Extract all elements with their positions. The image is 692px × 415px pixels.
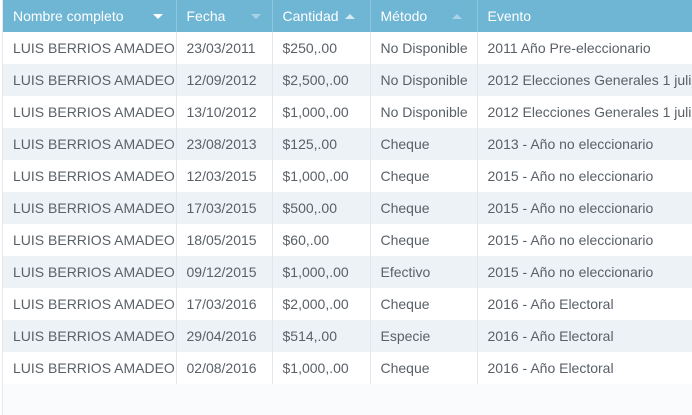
cell-metodo: Efectivo — [370, 256, 478, 288]
cell-evento: 2016 - Año Electoral — [487, 360, 614, 376]
cell-nombre: LUIS BERRIOS AMADEO — [3, 192, 177, 224]
sort-desc-icon[interactable] — [153, 0, 163, 32]
column-header-label: Cantidad — [282, 8, 339, 24]
cell-evento: 2013 - Año no eleccionario — [487, 136, 654, 152]
cell-fecha: 12/09/2012 — [176, 64, 273, 96]
table-row[interactable]: LUIS BERRIOS AMADEO 17/03/2015 $500,.00 Che… — [3, 192, 692, 224]
column-header-label: Método — [380, 8, 428, 24]
column-header-label: Evento — [487, 8, 532, 24]
cell-nombre: LUIS BERRIOS AMADEO — [3, 224, 177, 256]
cell-nombre: LUIS BERRIOS AMADEO — [3, 64, 177, 96]
table-row[interactable]: LUIS BERRIOS AMADEO 02/08/2016 $1,000,.00 C… — [3, 352, 692, 384]
column-header-label: Nombre completo — [13, 8, 124, 24]
cell-metodo: Cheque — [370, 128, 478, 160]
cell-fecha: 23/03/2011 — [176, 32, 273, 64]
cell-cantidad: $500,.00 — [272, 192, 371, 224]
column-header-evento[interactable]: Evento — [477, 0, 692, 32]
cell-metodo: No Disponible — [370, 96, 478, 128]
table-row[interactable]: LUIS BERRIOS AMADEO 09/12/2015 $1,000,.00 E… — [3, 256, 692, 288]
cell-metodo: Cheque — [370, 192, 478, 224]
cell-fecha: 17/03/2015 — [176, 192, 273, 224]
cell-nombre: LUIS BERRIOS AMADEO — [3, 256, 177, 288]
column-header-cantidad[interactable]: Cantidad — [272, 0, 371, 32]
cell-evento: 2015 - Año no eleccionario — [487, 200, 654, 216]
cell-fecha: 12/03/2015 — [176, 160, 273, 192]
sort-desc-icon[interactable] — [250, 0, 261, 32]
table-row[interactable]: LUIS BERRIOS AMADEO 12/09/2012 $2,500,.00 N… — [3, 64, 692, 96]
cell-metodo: Cheque — [370, 352, 478, 384]
cell-evento: 2012 Elecciones Generales 1 julio — [487, 72, 692, 88]
donations-table: Nombre completo Fecha Cantidad Método Ev… — [3, 0, 692, 384]
table-row[interactable]: LUIS BERRIOS AMADEO 18/05/2015 $60,.00 Cheq… — [3, 224, 692, 256]
table-header: Nombre completo Fecha Cantidad Método Ev… — [3, 0, 692, 32]
cell-metodo: Especie — [370, 320, 478, 352]
cell-nombre: LUIS BERRIOS AMADEO — [3, 352, 177, 384]
column-header-metodo[interactable]: Método — [370, 0, 478, 32]
cell-cantidad: $1,000,.00 — [272, 256, 371, 288]
cell-cantidad: $250,.00 — [272, 32, 371, 64]
cell-evento: 2011 Año Pre-eleccionario — [487, 40, 651, 56]
cell-metodo: Cheque — [370, 288, 478, 320]
cell-cantidad: $514,.00 — [272, 320, 371, 352]
cell-nombre: LUIS BERRIOS AMADEO — [3, 96, 177, 128]
table-row[interactable]: LUIS BERRIOS AMADEO 13/10/2012 $1,000,.00 N… — [3, 96, 692, 128]
column-header-fecha[interactable]: Fecha — [176, 0, 273, 32]
cell-fecha: 17/03/2016 — [176, 288, 273, 320]
cell-fecha: 18/05/2015 — [176, 224, 273, 256]
cell-evento: 2016 - Año Electoral — [487, 328, 614, 344]
cell-fecha: 29/04/2016 — [176, 320, 273, 352]
cell-evento: 2012 Elecciones Generales 1 julio — [487, 104, 692, 120]
cell-cantidad: $125,.00 — [272, 128, 371, 160]
column-header-label: Fecha — [186, 8, 226, 24]
cell-cantidad: $1,000,.00 — [272, 96, 371, 128]
cell-metodo: Cheque — [370, 160, 478, 192]
table-row[interactable]: LUIS BERRIOS AMADEO 23/03/2011 $250,.00 No … — [3, 32, 692, 64]
cell-cantidad: $1,000,.00 — [272, 352, 371, 384]
cell-nombre: LUIS BERRIOS AMADEO — [3, 320, 177, 352]
cell-evento: 2015 - Año no eleccionario — [487, 232, 654, 248]
cell-metodo: No Disponible — [370, 64, 478, 96]
table-row[interactable]: LUIS BERRIOS AMADEO 12/03/2015 $1,000,.00 C… — [3, 160, 692, 192]
cell-metodo: No Disponible — [370, 32, 478, 64]
table-body: LUIS BERRIOS AMADEO 23/03/2011 $250,.00 No … — [3, 32, 692, 384]
cell-fecha: 02/08/2016 — [176, 352, 273, 384]
cell-fecha: 13/10/2012 — [176, 96, 273, 128]
sort-asc-icon[interactable] — [344, 0, 355, 32]
table-row[interactable]: LUIS BERRIOS AMADEO 29/04/2016 $514,.00 Esp… — [3, 320, 692, 352]
cell-cantidad: $1,000,.00 — [272, 160, 371, 192]
header-row: Nombre completo Fecha Cantidad Método Ev… — [3, 0, 692, 32]
cell-metodo: Cheque — [370, 224, 478, 256]
table-row[interactable]: LUIS BERRIOS AMADEO 23/08/2013 $125,.00 Che… — [3, 128, 692, 160]
cell-cantidad: $60,.00 — [272, 224, 371, 256]
column-header-nombre[interactable]: Nombre completo — [3, 0, 177, 32]
cell-fecha: 09/12/2015 — [176, 256, 273, 288]
cell-evento: 2016 - Año Electoral — [487, 296, 614, 312]
cell-nombre: LUIS BERRIOS AMADEO — [3, 288, 177, 320]
cell-nombre: LUIS BERRIOS AMADEO — [3, 32, 177, 64]
table-row[interactable]: LUIS BERRIOS AMADEO 17/03/2016 $2,000,.00 C… — [3, 288, 692, 320]
sort-asc-icon[interactable] — [451, 0, 462, 32]
cell-nombre: LUIS BERRIOS AMADEO — [3, 128, 177, 160]
cell-nombre: LUIS BERRIOS AMADEO — [3, 160, 177, 192]
cell-evento: 2015 - Año no eleccionario — [487, 264, 654, 280]
cell-fecha: 23/08/2013 — [176, 128, 273, 160]
cell-cantidad: $2,500,.00 — [272, 64, 371, 96]
cell-cantidad: $2,000,.00 — [272, 288, 371, 320]
cell-evento: 2015 - Año no eleccionario — [487, 168, 654, 184]
